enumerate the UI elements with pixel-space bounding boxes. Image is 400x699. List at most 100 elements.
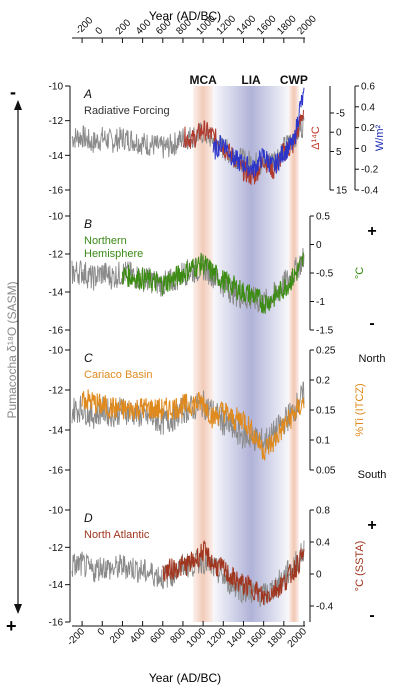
bottom-x-tick-label: 400 [128,626,148,646]
left-axis-arrow [14,100,22,614]
right-y-tick-label: 15 [336,186,348,197]
series-overlay-b [121,252,305,314]
bottom-x-tick-label: 1600 [245,626,269,650]
bottom-x-tick-label: 200 [108,626,128,646]
right-y-tick-label: -1.5 [316,326,334,337]
right-bottom-label: South [358,469,387,481]
right-y-tick-label: -0.5 [316,269,334,280]
left-y-tick-label: -14 [49,580,64,591]
left-y-tick-label: -10 [49,82,64,93]
right-y-axis-label: W/m² [374,125,386,152]
top-x-tick-label: -200 [73,15,95,37]
right-y-tick-label: 0.4 [361,102,375,113]
left-y-tick-label: -14 [49,151,64,162]
bottom-x-tick-label: 1400 [225,626,249,650]
top-x-tick-label: 1400 [235,13,259,37]
panel-series-label: North Atlantic [84,529,150,541]
panel-series-label: Cariaco Basin [84,369,152,381]
right-y-axis-label: °C (SSTA) [354,541,366,592]
right-y-tick-label: 0.2 [361,123,375,134]
left-y-tick-label: -16 [49,466,64,477]
left-y-tick-label: -12 [49,543,64,554]
left-y-tick-label: -16 [49,326,64,337]
right-top-sign: + [367,517,376,534]
right-y-axis-label: %Ti (ITCZ) [354,383,366,436]
band-label-lia: LIA [241,73,261,87]
panel-series-label-line1: Northern [84,235,127,247]
panel-series-label-line2: Hemisphere [84,248,143,260]
right-top-sign: + [367,223,376,240]
right-y-axis-label: Δ¹⁴C [310,126,322,150]
left-y-tick-label: -12 [49,116,64,127]
right-bottom-sign: - [369,607,374,624]
left-y-tick-label: -10 [49,346,64,357]
right-y-tick-label: 0 [361,144,367,155]
bottom-x-tick-label: 0 [96,626,108,638]
right-y-tick-label: 0.25 [316,346,336,357]
left-y-axis: -10 -12 -14 -16 -10 -12 -14 -16 -10 -12 -14 -16 -10 -… [49,82,71,629]
left-y-tick-label: -14 [49,288,64,299]
right-y-tick-label: -5 [336,108,345,119]
right-y-tick-label: 0 [316,240,322,251]
right-y-tick-label: 5 [336,147,342,158]
bottom-x-tick-label: 600 [148,626,168,646]
bottom-x-tick-label: 1000 [185,626,209,650]
band-label-cwp: CWP [280,73,308,87]
panel-a: A Radiative Forcing -5 0 5 15 Δ¹⁴C 0.6 0.4 0.2 0 -0… [71,82,386,197]
band-mca [193,86,214,622]
left-y-axis-label: Pumacocha δ¹⁸O (SASM) [5,281,19,418]
right-y-tick-label: -0.4 [316,602,334,613]
series-base-c [71,381,305,454]
panel-c: C Cariaco Basin 0.25 0.2 0.15 0.1 0.05 %Ti (ITC… [71,346,387,481]
left-y-tick-label: -16 [49,186,64,197]
right-y-tick-label: -0.4 [361,186,379,197]
top-x-tick-label: 1600 [255,13,279,37]
left-axis-bottom-sign: + [6,616,17,636]
bottom-x-tick-label: 1800 [265,626,289,650]
left-y-tick-label: -10 [49,506,64,517]
panel-letter: B [84,217,92,231]
right-top-label: North [359,353,386,365]
bottom-x-tick-label: -200 [65,626,87,648]
right-y-tick-label: 0 [336,128,342,139]
top-x-tick-label: 2000 [295,13,319,37]
right-y-axis-label: °C [354,267,366,279]
bottom-x-axis: -200 0 200 400 600 80010001200140016001800200… [65,621,309,650]
right-y-tick-label: 0.15 [316,406,336,417]
left-y-tick-label: -12 [49,250,64,261]
top-x-tick-label: 200 [114,17,134,37]
band-label-mca: MCA [189,73,217,87]
panel-d: D North Atlantic 0.8 0.4 0 -0.4 °C (SSTA)+ - [71,506,377,624]
right-y-tick-label: 0.6 [361,82,375,93]
top-x-tick-label: 1800 [275,13,299,37]
panel-letter: A [83,87,92,101]
left-y-tick-label: -16 [49,618,64,629]
right-y-tick-label: 0 [316,570,322,581]
right-y-tick-label: 0.4 [316,538,330,549]
bottom-x-axis-label: Year (AD/BC) [149,671,221,685]
right-y-tick-label: 0.05 [316,466,336,477]
top-x-axis-label: Year (AD/BC) [149,9,221,23]
series-overlay-d [162,539,305,605]
panel-letter: D [84,511,93,525]
right-y-tick-label: -1 [316,297,325,308]
panel-letter: C [84,351,93,365]
right-y-tick-label: 0.1 [316,436,330,447]
right-y-tick-label: 0.2 [316,376,330,387]
right-y-tick-label: 0.5 [316,212,330,223]
series-overlay-a [183,109,305,186]
bottom-x-tick-label: 1200 [205,626,229,650]
left-y-tick-label: -10 [49,212,64,223]
left-y-tick-label: -12 [49,386,64,397]
right-y-tick-label: 0.8 [316,506,330,517]
right-bottom-sign: - [369,315,374,332]
panel-series-label: Radiative Forcing [84,105,170,117]
bottom-x-tick-label: 2000 [286,626,310,650]
left-axis-top-sign: - [10,82,16,102]
left-y-tick-label: -14 [49,426,64,437]
series-base-d [71,540,305,607]
top-x-tick-label: 0 [94,25,106,37]
